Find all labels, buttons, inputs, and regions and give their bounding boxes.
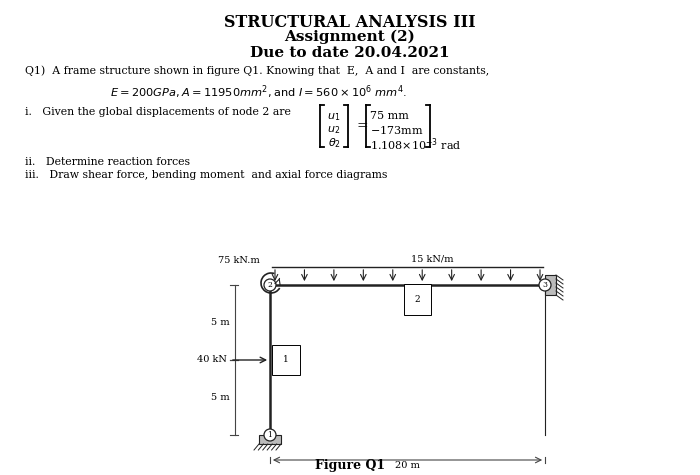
Text: 5 m: 5 m — [211, 393, 230, 402]
Text: $-$173mm: $-$173mm — [370, 124, 424, 136]
Text: 75 kN.m: 75 kN.m — [218, 256, 260, 265]
Text: 15 kN/m: 15 kN/m — [412, 255, 454, 264]
Text: ii.   Determine reaction forces: ii. Determine reaction forces — [25, 157, 190, 167]
Text: i.   Given the global displacements of node 2 are: i. Given the global displacements of nod… — [25, 107, 291, 117]
Text: 5 m: 5 m — [211, 318, 230, 327]
Text: 3: 3 — [542, 281, 547, 289]
Text: 1: 1 — [267, 431, 272, 439]
Circle shape — [264, 279, 276, 291]
Text: $u_1$: $u_1$ — [328, 111, 341, 123]
Circle shape — [264, 429, 276, 441]
Bar — [545, 275, 556, 295]
Circle shape — [539, 279, 551, 291]
Text: $E = 200GPa, A = 11950mm^{2}$$\mathrm{, and}\ I = 560 \times 10^{6}\ mm^{4}.$: $E = 200GPa, A = 11950mm^{2}$$\mathrm{, … — [110, 83, 407, 101]
Text: Due to date 20.04.2021: Due to date 20.04.2021 — [250, 46, 450, 60]
Text: $u_2$: $u_2$ — [328, 124, 341, 136]
Text: 2: 2 — [267, 281, 272, 289]
Text: 40 kN: 40 kN — [197, 355, 227, 364]
Text: 1.108$\times$10$^{-3}$ rad: 1.108$\times$10$^{-3}$ rad — [370, 136, 461, 152]
Bar — [259, 435, 281, 444]
Text: Figure Q1: Figure Q1 — [315, 459, 385, 472]
Text: 1: 1 — [283, 355, 289, 364]
Text: 75 mm: 75 mm — [370, 111, 409, 121]
Text: Q1)  A frame structure shown in figure Q1. Knowing that  E,  A and I  are consta: Q1) A frame structure shown in figure Q1… — [25, 65, 489, 76]
Text: =: = — [356, 119, 368, 133]
Text: 2: 2 — [414, 295, 420, 304]
Text: 20 m: 20 m — [395, 461, 420, 470]
Text: $\theta_2$: $\theta_2$ — [328, 136, 340, 150]
Text: Assignment (2): Assignment (2) — [285, 30, 415, 44]
Text: STRUCTURAL ANALYSIS III: STRUCTURAL ANALYSIS III — [224, 14, 476, 31]
Text: iii.   Draw shear force, bending moment  and axial force diagrams: iii. Draw shear force, bending moment an… — [25, 170, 387, 180]
